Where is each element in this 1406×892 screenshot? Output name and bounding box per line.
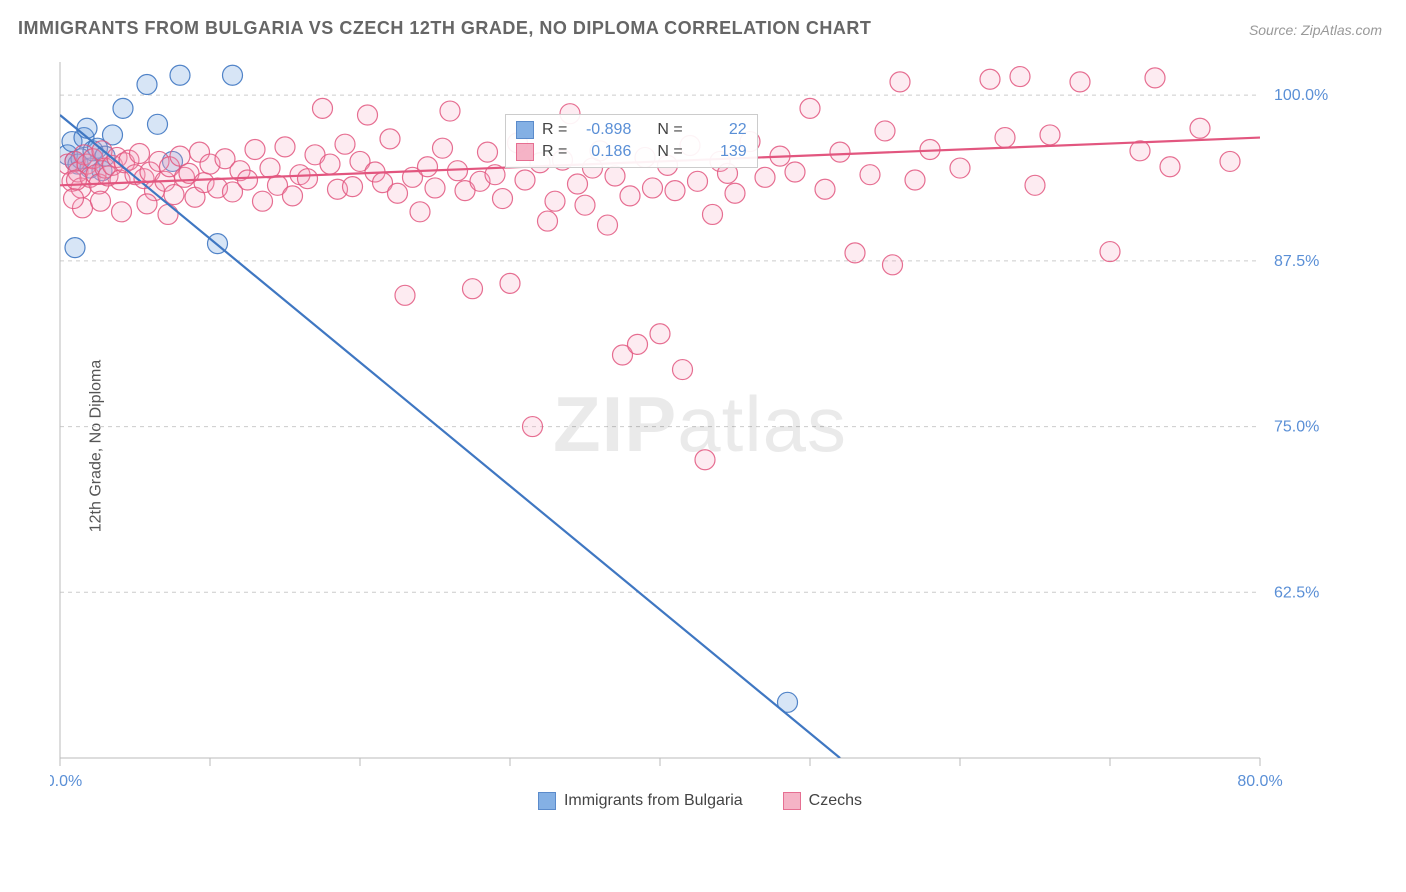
svg-text:100.0%: 100.0% xyxy=(1274,87,1328,104)
source-value: ZipAtlas.com xyxy=(1301,22,1382,38)
svg-text:80.0%: 80.0% xyxy=(1237,773,1282,790)
legend-swatch-series1 xyxy=(538,792,556,810)
svg-text:62.5%: 62.5% xyxy=(1274,584,1319,601)
svg-text:75.0%: 75.0% xyxy=(1274,419,1319,436)
stats-row-series2: R = 0.186 N = 139 xyxy=(516,141,747,163)
legend-label-series2: Czechs xyxy=(809,792,862,810)
scatter-chart: 62.5%75.0%87.5%100.0%0.0%80.0%ZIPatlas xyxy=(50,56,1350,816)
legend-label-series1: Immigrants from Bulgaria xyxy=(564,792,743,810)
n-label: N = xyxy=(657,143,682,161)
n-label: N = xyxy=(657,121,682,139)
stats-legend: R = -0.898 N = 22 R = 0.186 N = 139 xyxy=(505,114,758,168)
n-value-series1: 22 xyxy=(691,121,747,139)
r-label: R = xyxy=(542,121,567,139)
svg-text:0.0%: 0.0% xyxy=(50,773,82,790)
swatch-series1 xyxy=(516,121,534,139)
plot-area: 62.5%75.0%87.5%100.0%0.0%80.0%ZIPatlas R… xyxy=(50,56,1350,816)
legend-item-series2: Czechs xyxy=(783,792,862,810)
chart-title: IMMIGRANTS FROM BULGARIA VS CZECH 12TH G… xyxy=(18,18,871,39)
swatch-series2 xyxy=(516,143,534,161)
stats-row-series1: R = -0.898 N = 22 xyxy=(516,119,747,141)
r-value-series1: -0.898 xyxy=(575,121,631,139)
legend-item-series1: Immigrants from Bulgaria xyxy=(538,792,743,810)
svg-text:87.5%: 87.5% xyxy=(1274,253,1319,270)
r-value-series2: 0.186 xyxy=(575,143,631,161)
legend-swatch-series2 xyxy=(783,792,801,810)
r-label: R = xyxy=(542,143,567,161)
series-legend: Immigrants from Bulgaria Czechs xyxy=(50,792,1350,810)
source-label: Source: xyxy=(1249,22,1297,38)
n-value-series2: 139 xyxy=(691,143,747,161)
source-attribution: Source: ZipAtlas.com xyxy=(1249,22,1382,38)
